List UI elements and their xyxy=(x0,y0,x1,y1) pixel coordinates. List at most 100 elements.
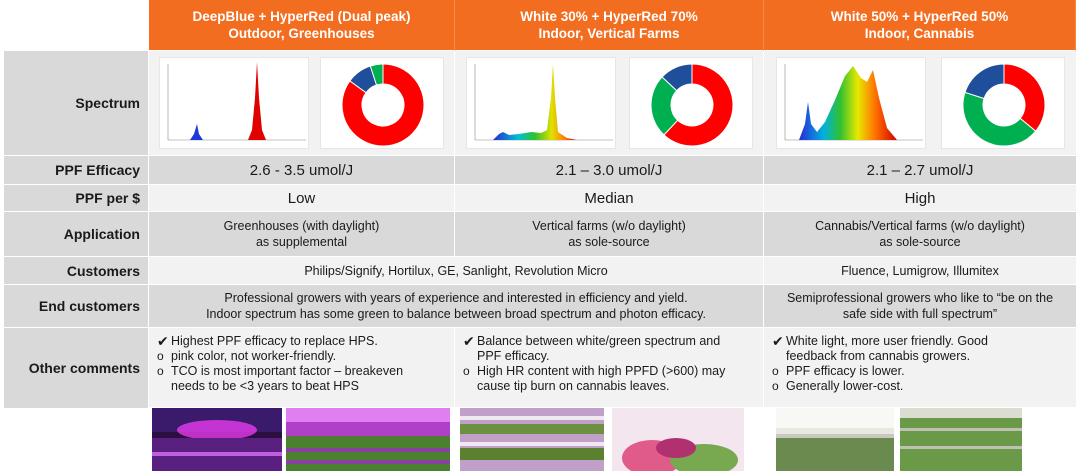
comment-line: o Generally lower-cost. xyxy=(772,379,903,394)
comment-text: White light, more user friendly. Good xyxy=(786,334,988,348)
ppf-efficacy-value: 2.1 – 3.0 umol/J xyxy=(455,156,764,185)
row-label-customers: Customers xyxy=(4,257,149,285)
comment-text: cause tip burn on cannabis leaves. xyxy=(477,379,670,393)
comment-line: ✔ White light, more user friendly. Good xyxy=(772,334,988,349)
greenhouse-interior-photo xyxy=(286,408,450,471)
header-row: DeepBlue + HyperRed (Dual peak) Outdoor,… xyxy=(4,0,1076,51)
end-customers-line: Indoor spectrum has some green to balanc… xyxy=(206,307,706,321)
spectrum-graph xyxy=(465,57,616,149)
donut-slice xyxy=(341,63,425,147)
application-line: Greenhouses (with daylight) xyxy=(223,219,380,233)
ppf-per-dollar-value: Low xyxy=(149,185,455,212)
donut-slice xyxy=(963,63,1004,100)
comment-line: o High HR content with high PPFD (>600) m… xyxy=(463,364,725,379)
comment-text: PPF efficacy. xyxy=(477,349,550,363)
comment-text: feedback from cannabis growers. xyxy=(786,349,971,363)
column-subtitle: Indoor, Vertical Farms xyxy=(538,26,680,41)
spectrum-row: Spectrum xyxy=(4,51,1076,156)
leafy-greens-photo xyxy=(612,408,744,471)
donut-slice xyxy=(962,91,1036,147)
application-line: as sole-source xyxy=(879,235,961,249)
end-customers-cannabis-cell: Semiprofessional growers who like to “be… xyxy=(764,285,1076,328)
spectrum-cell-white30 xyxy=(455,51,764,156)
greenhouse-night-photo xyxy=(152,408,282,471)
checkmark-icon: ✔ xyxy=(772,333,784,349)
application-cell: Vertical farms (w/o daylight) as sole-so… xyxy=(455,212,764,257)
comments-cell-white30: ✔ Balance between white/green spectrum an… xyxy=(455,328,764,408)
row-label-other-comments: Other comments xyxy=(4,328,149,408)
spectrum-cell-white50 xyxy=(764,51,1076,156)
customers-cannabis-cell: Fluence, Lumigrow, Illumitex xyxy=(764,257,1076,285)
comments-cell-white50: ✔ White light, more user friendly. Good f… xyxy=(764,328,1076,408)
comment-text: TCO is most important factor – breakeven xyxy=(171,364,404,378)
end-customers-line: safe side with full spectrum” xyxy=(842,307,998,321)
ppf-efficacy-value: 2.1 – 2.7 umol/J xyxy=(764,156,1076,185)
cannabis-grow-room-photo xyxy=(776,408,894,471)
comment-line: o pink color, not worker-friendly. xyxy=(157,349,336,364)
row-label-end-customers: End customers xyxy=(4,285,149,328)
application-line: Vertical farms (w/o daylight) xyxy=(532,219,686,233)
comment-line: needs to be <3 years to beat HPS xyxy=(157,379,359,394)
checkmark-icon: ✔ xyxy=(157,333,169,349)
bullet-icon: o xyxy=(772,379,779,393)
spectrum-donut-chart xyxy=(320,57,445,149)
column-subtitle: Outdoor, Greenhouses xyxy=(228,26,375,41)
column-header-white50: White 50% + HyperRed 50% Indoor, Cannabi… xyxy=(764,0,1076,51)
row-label-spectrum: Spectrum xyxy=(4,51,149,156)
bullet-icon: o xyxy=(772,364,779,378)
donut-slice xyxy=(369,63,384,86)
application-line: as supplemental xyxy=(255,235,348,249)
donut-slice xyxy=(1003,63,1045,132)
column-title: White 30% + HyperRed 70% xyxy=(520,9,698,24)
bullet-icon: o xyxy=(157,349,164,363)
spectrum-donut-chart xyxy=(628,57,753,149)
row-label-ppf-per-dollar: PPF per $ xyxy=(4,185,149,212)
comment-text: Balance between white/green spectrum and xyxy=(477,334,721,348)
comment-line: ✔ Balance between white/green spectrum an… xyxy=(463,334,720,349)
ppf-efficacy-value: 2.6 - 3.5 umol/J xyxy=(149,156,455,185)
checkmark-icon: ✔ xyxy=(463,333,475,349)
application-cell: Greenhouses (with daylight) as supplemen… xyxy=(149,212,455,257)
comparison-table: DeepBlue + HyperRed (Dual peak) Outdoor,… xyxy=(4,0,1076,408)
column-header-white30: White 30% + HyperRed 70% Indoor, Vertica… xyxy=(455,0,764,51)
column-subtitle: Indoor, Cannabis xyxy=(864,26,975,41)
comment-text: PPF efficacy is lower. xyxy=(786,364,905,378)
application-line: Cannabis/Vertical farms (w/o daylight) xyxy=(815,219,1025,233)
comment-text: Highest PPF efficacy to replace HPS. xyxy=(171,334,378,348)
column-title: DeepBlue + HyperRed (Dual peak) xyxy=(192,9,411,24)
ppf-per-dollar-value: Median xyxy=(455,185,764,212)
application-row: Application Greenhouses (with daylight) … xyxy=(4,212,1076,257)
other-comments-row: Other comments ✔ Highest PPF efficacy to … xyxy=(4,328,1076,408)
spectrum-donut-chart xyxy=(940,57,1065,149)
vertical-farm-photo xyxy=(460,408,604,471)
comment-line: o TCO is most important factor – breakeve… xyxy=(157,364,403,379)
comment-text: High HR content with high PPFD (>600) ma… xyxy=(477,364,726,378)
comment-line: cause tip burn on cannabis leaves. xyxy=(463,379,670,394)
header-corner xyxy=(4,0,149,51)
cannabis-plants-photo xyxy=(900,408,1022,471)
end-customers-shared-cell: Professional growers with years of exper… xyxy=(149,285,764,328)
row-label-ppf-efficacy: PPF Efficacy xyxy=(4,156,149,185)
donut-slice xyxy=(660,63,692,92)
column-title: White 50% + HyperRed 50% xyxy=(830,9,1009,24)
spectrum-graph xyxy=(158,57,309,149)
bullet-icon: o xyxy=(157,364,164,378)
bullet-icon: o xyxy=(463,364,470,378)
application-cell: Cannabis/Vertical farms (w/o daylight) a… xyxy=(764,212,1076,257)
end-customers-row: End customers Professional growers with … xyxy=(4,285,1076,328)
comment-text: pink color, not worker-friendly. xyxy=(171,349,337,363)
ppf-per-dollar-row: PPF per $ Low Median High xyxy=(4,185,1076,212)
end-customers-line: Semiprofessional growers who like to “be… xyxy=(786,291,1054,305)
comment-text: Generally lower-cost. xyxy=(786,379,904,393)
customers-shared-cell: Philips/Signify, Hortilux, GE, Sanlight,… xyxy=(149,257,764,285)
photo-strip xyxy=(0,408,1080,471)
spectrum-cell-dual-peak xyxy=(149,51,455,156)
comment-line: o PPF efficacy is lower. xyxy=(772,364,905,379)
column-header-dual-peak: DeepBlue + HyperRed (Dual peak) Outdoor,… xyxy=(149,0,455,51)
ppf-per-dollar-value: High xyxy=(764,185,1076,212)
application-line: as sole-source xyxy=(568,235,650,249)
row-label-application: Application xyxy=(4,212,149,257)
comment-text: needs to be <3 years to beat HPS xyxy=(171,379,359,393)
comment-line: ✔ Highest PPF efficacy to replace HPS. xyxy=(157,334,378,349)
